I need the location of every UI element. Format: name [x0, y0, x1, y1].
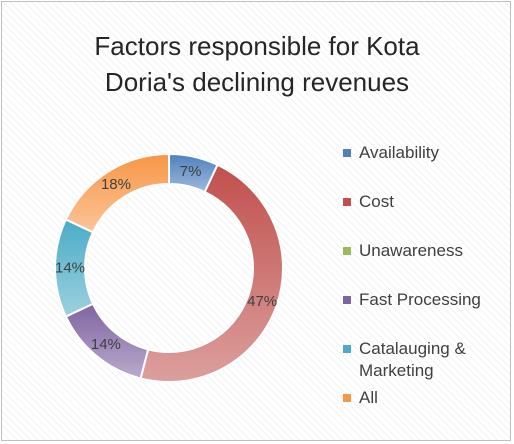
chart-title-line-2: Doria's declining revenues — [104, 67, 410, 97]
legend-label-catalauging-line-1: Catalauging & — [359, 339, 466, 358]
data-label-cost: 47% — [247, 293, 277, 310]
slice-cost[interactable] — [139, 163, 284, 383]
legend-item-availability[interactable]: Availability — [343, 142, 508, 191]
legend-item-cost[interactable]: Cost — [343, 191, 508, 240]
data-label-all: 18% — [101, 176, 131, 193]
legend-item-catalauging-marketing[interactable]: Catalauging & Marketing — [343, 338, 508, 387]
legend-label-all: All — [359, 388, 378, 407]
chart-title-line-1: Factors responsible for Kota — [94, 31, 420, 61]
legend-swatch-cost — [343, 198, 351, 206]
legend-swatch-availability — [343, 149, 351, 157]
legend-item-unawareness[interactable]: Unawareness — [343, 240, 508, 289]
slice-all[interactable] — [64, 152, 170, 234]
data-label-catalauging-marketing: 14% — [55, 260, 85, 277]
legend-swatch-unawareness — [343, 247, 351, 255]
data-label-availability: 7% — [180, 163, 202, 180]
chart-title: Factors responsible for Kota Doria's dec… — [2, 28, 512, 100]
legend-label-fast-processing: Fast Processing — [359, 290, 481, 309]
legend-label-cost: Cost — [359, 192, 394, 211]
legend-label-catalauging-line-2: Marketing — [359, 361, 434, 380]
legend-label-availability: Availability — [359, 143, 440, 162]
legend-swatch-all — [343, 394, 351, 402]
legend-item-all[interactable]: All — [343, 387, 508, 436]
legend-swatch-catalauging-marketing — [343, 345, 351, 353]
chart-legend: Availability Cost Unawareness Fast Proce… — [343, 142, 508, 436]
legend-swatch-fast-processing — [343, 296, 351, 304]
data-label-fast-processing: 14% — [91, 336, 121, 353]
legend-item-fast-processing[interactable]: Fast Processing — [343, 289, 508, 338]
legend-label-unawareness: Unawareness — [359, 241, 463, 260]
